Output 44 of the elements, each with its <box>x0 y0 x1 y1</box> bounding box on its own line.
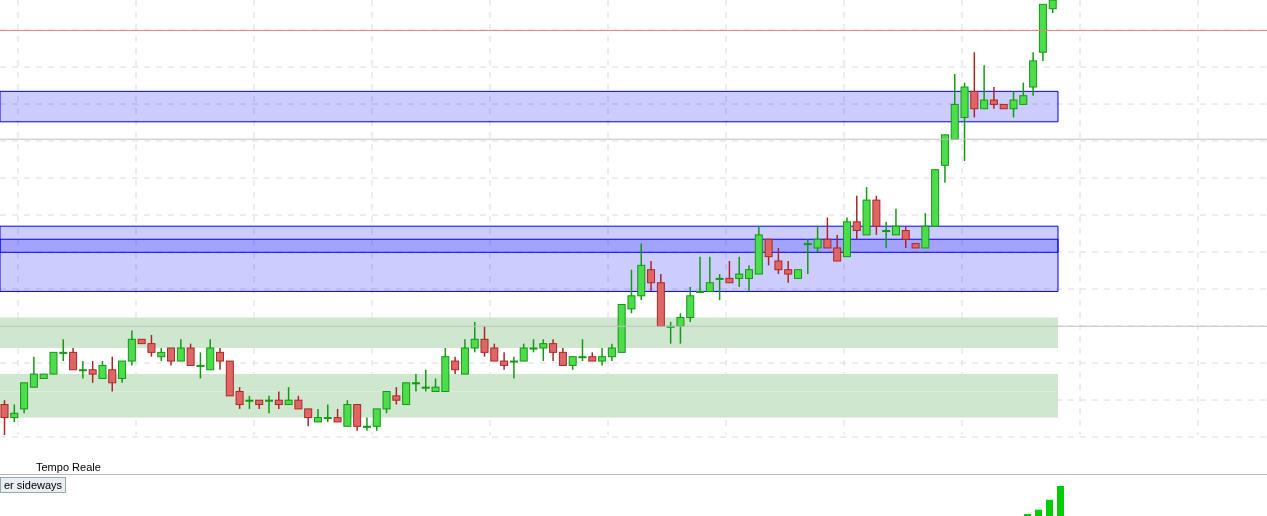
candlestick <box>274 390 283 410</box>
candlestick <box>764 238 773 267</box>
candlestick <box>362 416 371 432</box>
candlestick <box>470 321 479 354</box>
text: er sideways <box>0 477 67 493</box>
bar <box>1057 486 1064 516</box>
candlestick <box>549 338 558 362</box>
candlestick <box>186 342 195 367</box>
candlestick <box>353 403 362 432</box>
candlestick <box>500 351 509 371</box>
candlestick <box>647 260 656 293</box>
candlestick <box>78 360 87 380</box>
candlestick <box>323 403 332 423</box>
candlestick <box>29 355 38 388</box>
candlestick <box>696 255 705 293</box>
candlestick <box>411 373 420 393</box>
bar <box>1046 499 1053 516</box>
candlestick <box>852 195 861 240</box>
candlestick <box>343 399 352 428</box>
candlestick <box>216 347 225 371</box>
candlestick <box>970 51 979 119</box>
candlestick <box>735 255 744 288</box>
candlestick <box>901 225 910 249</box>
candlestick <box>88 360 97 384</box>
candlestick <box>891 208 900 236</box>
candlestick <box>882 221 891 249</box>
candlestick <box>108 355 117 393</box>
candlestick <box>989 86 998 110</box>
candlestick <box>69 347 78 371</box>
candlestick <box>0 399 9 435</box>
candlestick <box>118 360 127 384</box>
candlestick <box>980 64 989 110</box>
candlestick <box>745 264 754 293</box>
bar <box>1035 509 1042 516</box>
text: Tempo Reale <box>36 461 101 473</box>
bar <box>1024 513 1031 516</box>
candlestick <box>705 255 714 293</box>
candlestick <box>402 382 411 406</box>
candlestick <box>509 355 518 380</box>
candlestick <box>127 329 136 367</box>
candlestick <box>725 260 734 284</box>
candlestick <box>715 273 724 301</box>
candlestick <box>265 395 273 414</box>
candlestick <box>176 338 185 362</box>
